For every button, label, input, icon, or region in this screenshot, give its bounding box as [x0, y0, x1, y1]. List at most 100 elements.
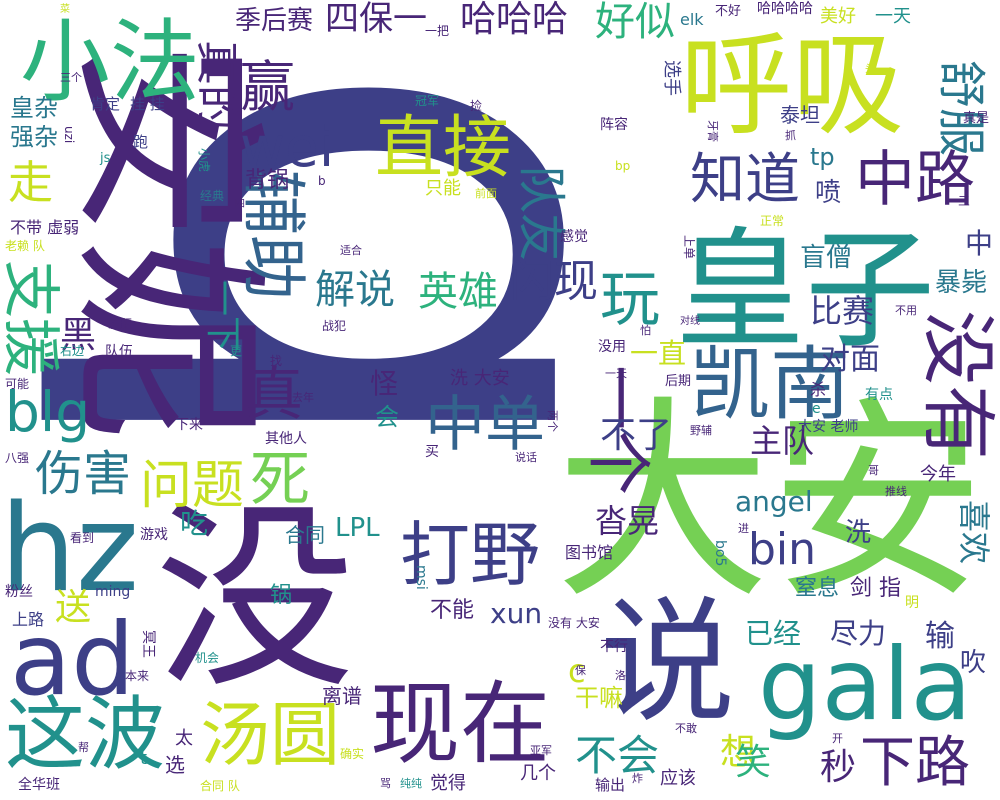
word-zhebo: 这波	[5, 688, 165, 781]
word-ad: ad	[10, 601, 135, 718]
word-xianzai: 现在	[370, 672, 550, 777]
word-duixian: 对线	[680, 316, 700, 327]
word-xiaosi: 笑	[735, 742, 772, 783]
word-elk: elk	[680, 10, 704, 29]
word-buneng: 不能	[430, 598, 475, 623]
word-angel: angel	[735, 485, 813, 518]
word-mai: 买	[425, 444, 439, 460]
word-zhenrong: 阵容	[600, 117, 628, 133]
word-ying: 赢	[240, 55, 296, 119]
word-huxi: 呼吸	[680, 21, 904, 151]
word-jianzhi: 剑 指	[850, 576, 901, 601]
word-yinggai: 应该	[660, 768, 696, 789]
word-buyan: 不敢	[675, 722, 697, 735]
word-si-small: 四	[235, 199, 245, 210]
word-xi: 洗	[845, 518, 872, 548]
word-yixia: 一下	[202, 280, 243, 353]
word-xun: xun	[490, 597, 543, 630]
word-tp: tp	[810, 143, 835, 171]
word-zhiyuan: 支援	[0, 260, 65, 377]
word-zou: 走	[8, 156, 54, 209]
word-shanglu: 上路	[12, 610, 45, 629]
word-jihousai: 季后赛	[235, 6, 314, 36]
word-zhonglu: 中路	[855, 145, 975, 215]
word-zhudui: 主队	[750, 422, 815, 460]
word-lpl: LPL	[335, 513, 380, 543]
word-houqi: 后期	[665, 374, 692, 389]
word-meihao: 美好	[820, 6, 856, 27]
word-daye: 打野	[400, 514, 540, 596]
word-zhen: 真	[245, 360, 304, 428]
word-zhidao: 知道	[690, 147, 801, 211]
word-beiguo: 背锅	[245, 168, 290, 193]
word-sha: 杀	[810, 380, 827, 399]
word-hetong-dui: 合同 队	[200, 779, 240, 793]
word-bin: bin	[748, 524, 817, 575]
word-yijing: 已经	[745, 617, 802, 650]
word-tushuguan: 图书馆	[565, 543, 614, 562]
word-tangyuan: 汤圆	[200, 694, 340, 776]
word-bp: bp	[615, 159, 631, 173]
word-meiyou-daan: 没有 大安	[548, 616, 600, 630]
word-mei: 没	[155, 483, 356, 716]
word-buhui: 不会	[575, 731, 660, 780]
word-qianmian: 前面	[475, 187, 497, 200]
word-kai: 开	[832, 732, 843, 745]
word-benlai: 本来	[125, 669, 150, 683]
word-chunchun: 纯纯	[400, 777, 422, 790]
word-yajun: 亚军	[530, 744, 552, 757]
word-si: 死	[250, 445, 310, 515]
word-gala: gala	[758, 626, 972, 743]
word-zhengchang: 正常	[760, 214, 785, 228]
word-guo: 锅	[270, 583, 293, 608]
word-shihe: 适合	[340, 244, 362, 257]
word-b: b	[318, 174, 326, 188]
word-zhineng: 只能	[425, 178, 461, 199]
word-jinnian: 今年	[920, 464, 956, 485]
word-xiaohu: 小虎	[197, 148, 211, 173]
word-qiangza: 强杂	[10, 123, 58, 151]
word-ma: 骂	[380, 777, 391, 790]
word-xuanshou: 选手	[661, 60, 682, 96]
word-jieshuo: 解说	[315, 267, 395, 313]
word-zhongdan: 中单	[425, 390, 545, 460]
word-ge: 哥	[868, 464, 879, 477]
word-quanhuaban: 全华班	[18, 777, 60, 793]
word-jian: 捡	[470, 99, 483, 113]
word-hui: 会	[375, 403, 399, 431]
word-buxing: 不行	[600, 639, 628, 655]
word-jinli: 尽力	[830, 617, 887, 650]
word-luo: 洛	[615, 669, 626, 682]
word-xuan: 选	[165, 753, 185, 777]
word-qunian: 去年	[292, 391, 314, 404]
word-juede: 觉得	[430, 773, 466, 794]
word-js: js	[100, 151, 111, 166]
word-mingwang: 冥王	[140, 630, 156, 658]
word-sibaoyi: 四保一	[325, 0, 427, 39]
word-huangzi: 皇子	[675, 214, 936, 366]
word-guai: 怪	[370, 367, 399, 400]
word-ming: ming	[95, 584, 131, 600]
word-huangza: 皇杂	[10, 94, 58, 122]
word-haosi: 好似	[595, 0, 675, 45]
word-shu: 输	[925, 619, 955, 654]
word-sange: 三个	[60, 71, 82, 84]
word-wan: 玩	[600, 265, 660, 335]
word-chaju: 差距	[108, 317, 133, 331]
word-hz: hz	[0, 480, 140, 619]
word-ming2: 明	[905, 595, 919, 611]
word-laolai: 老赖 队	[5, 239, 45, 253]
word-hei: 黑	[60, 315, 97, 356]
word-ganjue: 感觉	[560, 229, 588, 245]
word-buliao: 不了	[600, 415, 673, 456]
word-wenti: 问题	[140, 456, 245, 516]
word-buhao: 不好	[715, 4, 742, 19]
word-jihui: 机会	[195, 651, 220, 665]
word-shufu: 舒服	[933, 60, 989, 157]
word-baqiang: 八强	[5, 451, 30, 465]
word-pen: 喷	[815, 178, 842, 208]
word-zhixi: 窒息	[795, 576, 840, 601]
word-guanjun: 冠军	[415, 94, 440, 108]
word-daan-laoshi: 大安 老师	[798, 419, 859, 435]
